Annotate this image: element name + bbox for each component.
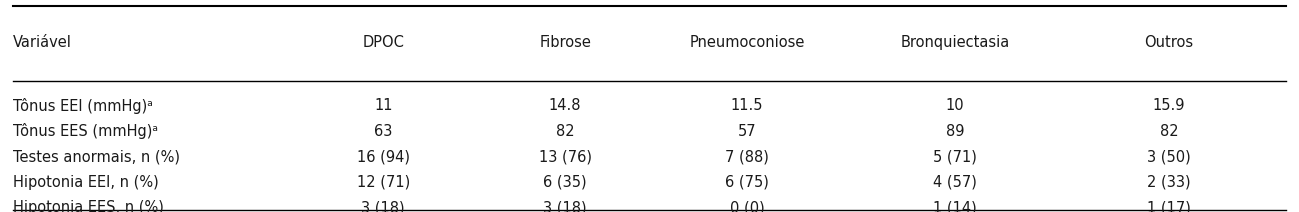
Text: 3 (50): 3 (50) — [1147, 149, 1191, 164]
Text: Variável: Variável — [13, 35, 71, 50]
Text: 2 (33): 2 (33) — [1147, 175, 1191, 190]
Text: Hipotonia EES, n (%): Hipotonia EES, n (%) — [13, 200, 164, 212]
Text: 10: 10 — [946, 99, 964, 113]
Text: 12 (71): 12 (71) — [357, 175, 409, 190]
Text: 11: 11 — [374, 99, 392, 113]
Text: 4 (57): 4 (57) — [933, 175, 977, 190]
Text: 82: 82 — [556, 124, 574, 139]
Text: 5 (71): 5 (71) — [933, 149, 977, 164]
Text: Hipotonia EEI, n (%): Hipotonia EEI, n (%) — [13, 175, 158, 190]
Text: Pneumoconiose: Pneumoconiose — [690, 35, 804, 50]
Text: Testes anormais, n (%): Testes anormais, n (%) — [13, 149, 181, 164]
Text: 15.9: 15.9 — [1152, 99, 1186, 113]
Text: Tônus EES (mmHg)ᵃ: Tônus EES (mmHg)ᵃ — [13, 123, 158, 139]
Text: 0 (0): 0 (0) — [730, 200, 764, 212]
Text: Tônus EEI (mmHg)ᵃ: Tônus EEI (mmHg)ᵃ — [13, 98, 153, 114]
Text: 11.5: 11.5 — [730, 99, 764, 113]
Text: 16 (94): 16 (94) — [357, 149, 409, 164]
Text: DPOC: DPOC — [362, 35, 404, 50]
Text: 63: 63 — [374, 124, 392, 139]
Text: 82: 82 — [1160, 124, 1178, 139]
Text: 89: 89 — [946, 124, 964, 139]
Text: Outros: Outros — [1144, 35, 1194, 50]
Text: 3 (18): 3 (18) — [543, 200, 587, 212]
Text: 6 (35): 6 (35) — [543, 175, 587, 190]
Text: Bronquiectasia: Bronquiectasia — [900, 35, 1009, 50]
Text: Fibrose: Fibrose — [539, 35, 591, 50]
Text: 3 (18): 3 (18) — [361, 200, 405, 212]
Text: 57: 57 — [738, 124, 756, 139]
Text: 14.8: 14.8 — [548, 99, 582, 113]
Text: 6 (75): 6 (75) — [725, 175, 769, 190]
Text: 1 (14): 1 (14) — [933, 200, 977, 212]
Text: 13 (76): 13 (76) — [539, 149, 591, 164]
Text: 7 (88): 7 (88) — [725, 149, 769, 164]
Text: 1 (17): 1 (17) — [1147, 200, 1191, 212]
